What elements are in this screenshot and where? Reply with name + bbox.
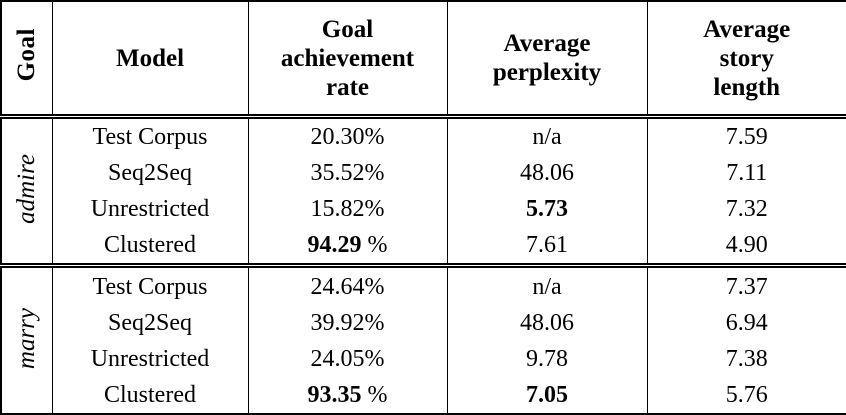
cell-length: 6.94 <box>646 304 846 341</box>
rate-percent-sign: % <box>367 381 388 408</box>
cell-perplexity: 9.78 <box>446 340 648 377</box>
cell-rate: 39.92% <box>247 304 448 341</box>
cell-model: Unrestricted <box>51 340 249 377</box>
table-row: admire Test Corpus 20.30% n/a 7.59 <box>0 116 846 269</box>
rate-value: 93.35 <box>307 381 362 408</box>
cell-length: 7.59 <box>646 116 846 156</box>
cell-model: Clustered <box>51 227 249 269</box>
table-row: Seq2Seq 35.52% 48.06 7.11 <box>1 155 846 192</box>
table-row: Clustered 93.35% 7.05 5.76 <box>1 376 846 414</box>
cell-rate: 15.82% <box>247 191 448 228</box>
cell-length: 7.37 <box>646 265 846 305</box>
cell-length: 5.76 <box>646 376 846 414</box>
table-row: Unrestricted 15.82% 5.73 7.32 <box>1 191 846 228</box>
col-header-story-length: Average story length <box>646 1 846 119</box>
cell-model: Test Corpus <box>51 265 249 305</box>
col-header-perplexity: Average perplexity <box>446 1 648 119</box>
cell-rate-best: 94.29% <box>247 227 448 269</box>
cell-model: Unrestricted <box>51 191 249 228</box>
rate-percent-sign: % <box>367 232 388 259</box>
header-row: Goal Model Goal achievement rate Average… <box>0 1 846 119</box>
col-header-achievement-rate: Goal achievement rate <box>247 1 448 119</box>
cell-perplexity: 48.06 <box>446 304 648 341</box>
cell-rate: 20.30% <box>247 116 448 156</box>
cell-perplexity: n/a <box>446 116 648 156</box>
cell-perplexity: 48.06 <box>446 155 648 192</box>
col-header-goal: Goal <box>0 1 53 119</box>
col-header-model: Model <box>51 1 249 119</box>
cell-model: Seq2Seq <box>51 304 249 341</box>
cell-length: 7.32 <box>646 191 846 228</box>
cell-model: Seq2Seq <box>51 155 249 192</box>
table-row: marry Test Corpus 24.64% n/a 7.37 <box>0 265 846 414</box>
cell-perplexity: n/a <box>446 265 648 305</box>
cell-perplexity-best: 5.73 <box>446 191 648 228</box>
cell-rate: 35.52% <box>247 155 448 192</box>
cell-model: Clustered <box>51 376 249 414</box>
goal-label-admire: admire <box>0 116 53 269</box>
col-header-goal-label: Goal <box>13 27 41 82</box>
cell-length: 7.11 <box>646 155 846 192</box>
cell-length: 4.90 <box>646 227 846 269</box>
cell-rate-best: 93.35% <box>247 376 448 414</box>
cell-model: Test Corpus <box>51 116 249 156</box>
rate-value: 94.29 <box>307 232 362 259</box>
cell-rate: 24.05% <box>247 340 448 377</box>
goal-label-marry: marry <box>0 265 53 414</box>
cell-perplexity-best: 7.05 <box>446 376 648 414</box>
table-row: Seq2Seq 39.92% 48.06 6.94 <box>1 304 846 341</box>
goal-label-admire-text: admire <box>13 153 41 224</box>
table-row: Clustered 94.29% 7.61 4.90 <box>1 227 846 269</box>
goal-label-marry-text: marry <box>13 307 41 369</box>
cell-rate: 24.64% <box>247 265 448 305</box>
cell-length: 7.38 <box>646 340 846 377</box>
table-row: Unrestricted 24.05% 9.78 7.38 <box>1 340 846 377</box>
cell-perplexity: 7.61 <box>446 227 648 269</box>
